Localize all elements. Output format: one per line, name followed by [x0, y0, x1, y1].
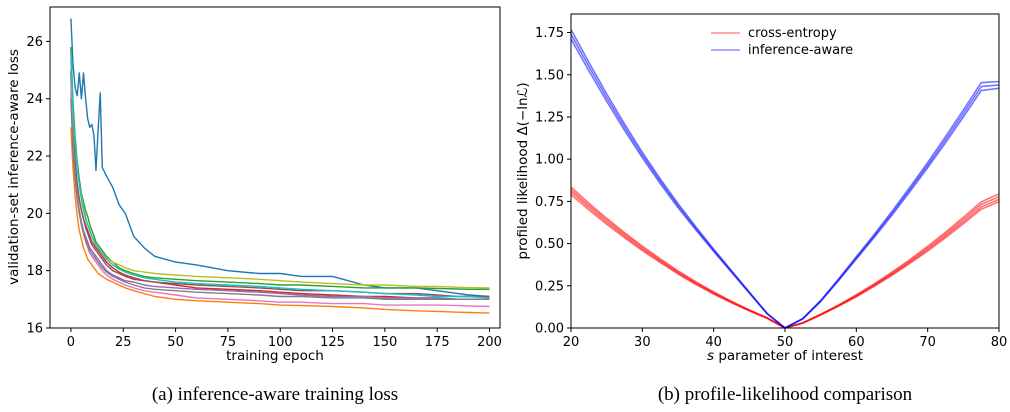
- panel-a-x-tick-label: 150: [372, 335, 397, 350]
- panel-a: 0 25 50 75 100 125 150 175 200 16 18 20 22 24 26 trai…: [6, 6, 502, 405]
- panel-b-series-line-6: [570, 29, 1000, 329]
- panel-b-series-line-7: [570, 38, 1000, 329]
- panel-a-x-tick-label: 50: [167, 335, 184, 350]
- panel-b-y-tick-label: 0.50: [535, 237, 564, 252]
- panel-b-y-tick-label: 0.75: [535, 195, 564, 210]
- panel-b-x-tick-label: 50: [777, 335, 794, 350]
- panel-a-series-line-6: [70, 70, 490, 298]
- panel-a-x-tick-label: 200: [477, 335, 502, 350]
- panel-b-x-axis-text: parameter of interest: [714, 348, 863, 364]
- panel-b-y-ticks: 0.00 0.25 0.50 0.75 1.00 1.25 1.50 1.75: [535, 26, 571, 337]
- panel-a-y-ticks: 16 18 20 22 24 26: [26, 35, 50, 337]
- panel-b-y-tick-label: 0.00: [535, 322, 564, 337]
- panel-a-x-tick-label: 25: [115, 335, 132, 350]
- panel-b: 20 30 40 50 60 70 80 0.00 0.25 0.50 0.75 1.00 1.25 1…: [515, 13, 1008, 405]
- panel-a-series-line-2: [70, 127, 490, 314]
- panel-b-series-line-1: [570, 189, 1000, 329]
- panel-b-series-line-5: [570, 33, 1000, 329]
- panel-a-x-tick-label: 125: [320, 335, 345, 350]
- panel-a-series-line-1: [70, 18, 490, 298]
- panel-b-y-tick-label: 1.00: [535, 153, 564, 168]
- panel-a-x-axis-label: training epoch: [226, 348, 324, 364]
- panel-a-x-tick-label: 100: [268, 335, 293, 350]
- panel-a-y-tick-label: 20: [26, 207, 43, 222]
- panel-b-x-tick-label: 80: [991, 335, 1008, 350]
- panel-a-series: [70, 18, 490, 314]
- panel-b-frame: [570, 13, 1000, 329]
- panel-a-series-line-4: [70, 72, 490, 300]
- panel-a-frame: [49, 6, 501, 329]
- panel-a-y-axis-label: validation-set inference-aware loss: [6, 49, 22, 285]
- panel-b-series: [570, 29, 1000, 329]
- panel-b-y-tick-label: 1.50: [535, 68, 564, 83]
- panel-a-x-tick-label: 0: [67, 335, 75, 350]
- panel-b-series-line-2: [570, 186, 1000, 329]
- panel-b-series-line-3: [570, 191, 1000, 329]
- panel-b-x-tick-label: 30: [634, 335, 651, 350]
- legend-label-inference-aware: inference-aware: [748, 43, 853, 58]
- panel-a-y-tick-label: 26: [26, 35, 43, 50]
- panel-a-y-tick-label: 22: [26, 150, 43, 165]
- panel-b-y-axis-label: profiled likelihood Δ(−lnℒ): [515, 82, 531, 259]
- panel-a-caption: (a) inference-aware training loss: [152, 384, 398, 405]
- panel-a-series-line-8: [70, 98, 490, 300]
- panel-a-series-line-5: [70, 92, 490, 300]
- panel-b-caption: (b) profile-likelihood comparison: [658, 384, 913, 405]
- panel-a-y-tick-label: 24: [26, 92, 43, 107]
- panel-a-x-ticks: 0 25 50 75 100 125 150 175 200: [67, 328, 502, 350]
- panel-a-series-line-9: [70, 58, 490, 289]
- panel-a-series-line-3: [70, 47, 490, 290]
- panel-b-legend: cross-entropy inference-aware: [711, 26, 853, 58]
- panel-a-x-tick-label: 75: [220, 335, 237, 350]
- panel-b-series-line-4: [570, 193, 1000, 329]
- panel-b-x-axis-symbol: s: [707, 348, 714, 364]
- panel-b-x-axis-label: s parameter of interest: [707, 348, 863, 364]
- panel-b-x-tick-label: 60: [848, 335, 865, 350]
- panel-b-y-tick-label: 1.25: [535, 110, 564, 125]
- legend-label-cross-entropy: cross-entropy: [748, 26, 837, 41]
- panel-b-x-tick-label: 40: [705, 335, 722, 350]
- panel-a-x-tick-label: 175: [425, 335, 450, 350]
- panel-a-series-line-10: [70, 52, 490, 299]
- panel-a-y-tick-label: 16: [26, 322, 43, 337]
- panel-a-y-tick-label: 18: [26, 264, 43, 279]
- panel-b-x-ticks: 20 30 40 50 60 70 80: [563, 328, 1008, 350]
- panel-b-x-tick-label: 20: [563, 335, 580, 350]
- panel-b-y-tick-label: 1.75: [535, 26, 564, 41]
- panel-b-y-tick-label: 0.25: [535, 279, 564, 294]
- panel-b-x-tick-label: 70: [919, 335, 936, 350]
